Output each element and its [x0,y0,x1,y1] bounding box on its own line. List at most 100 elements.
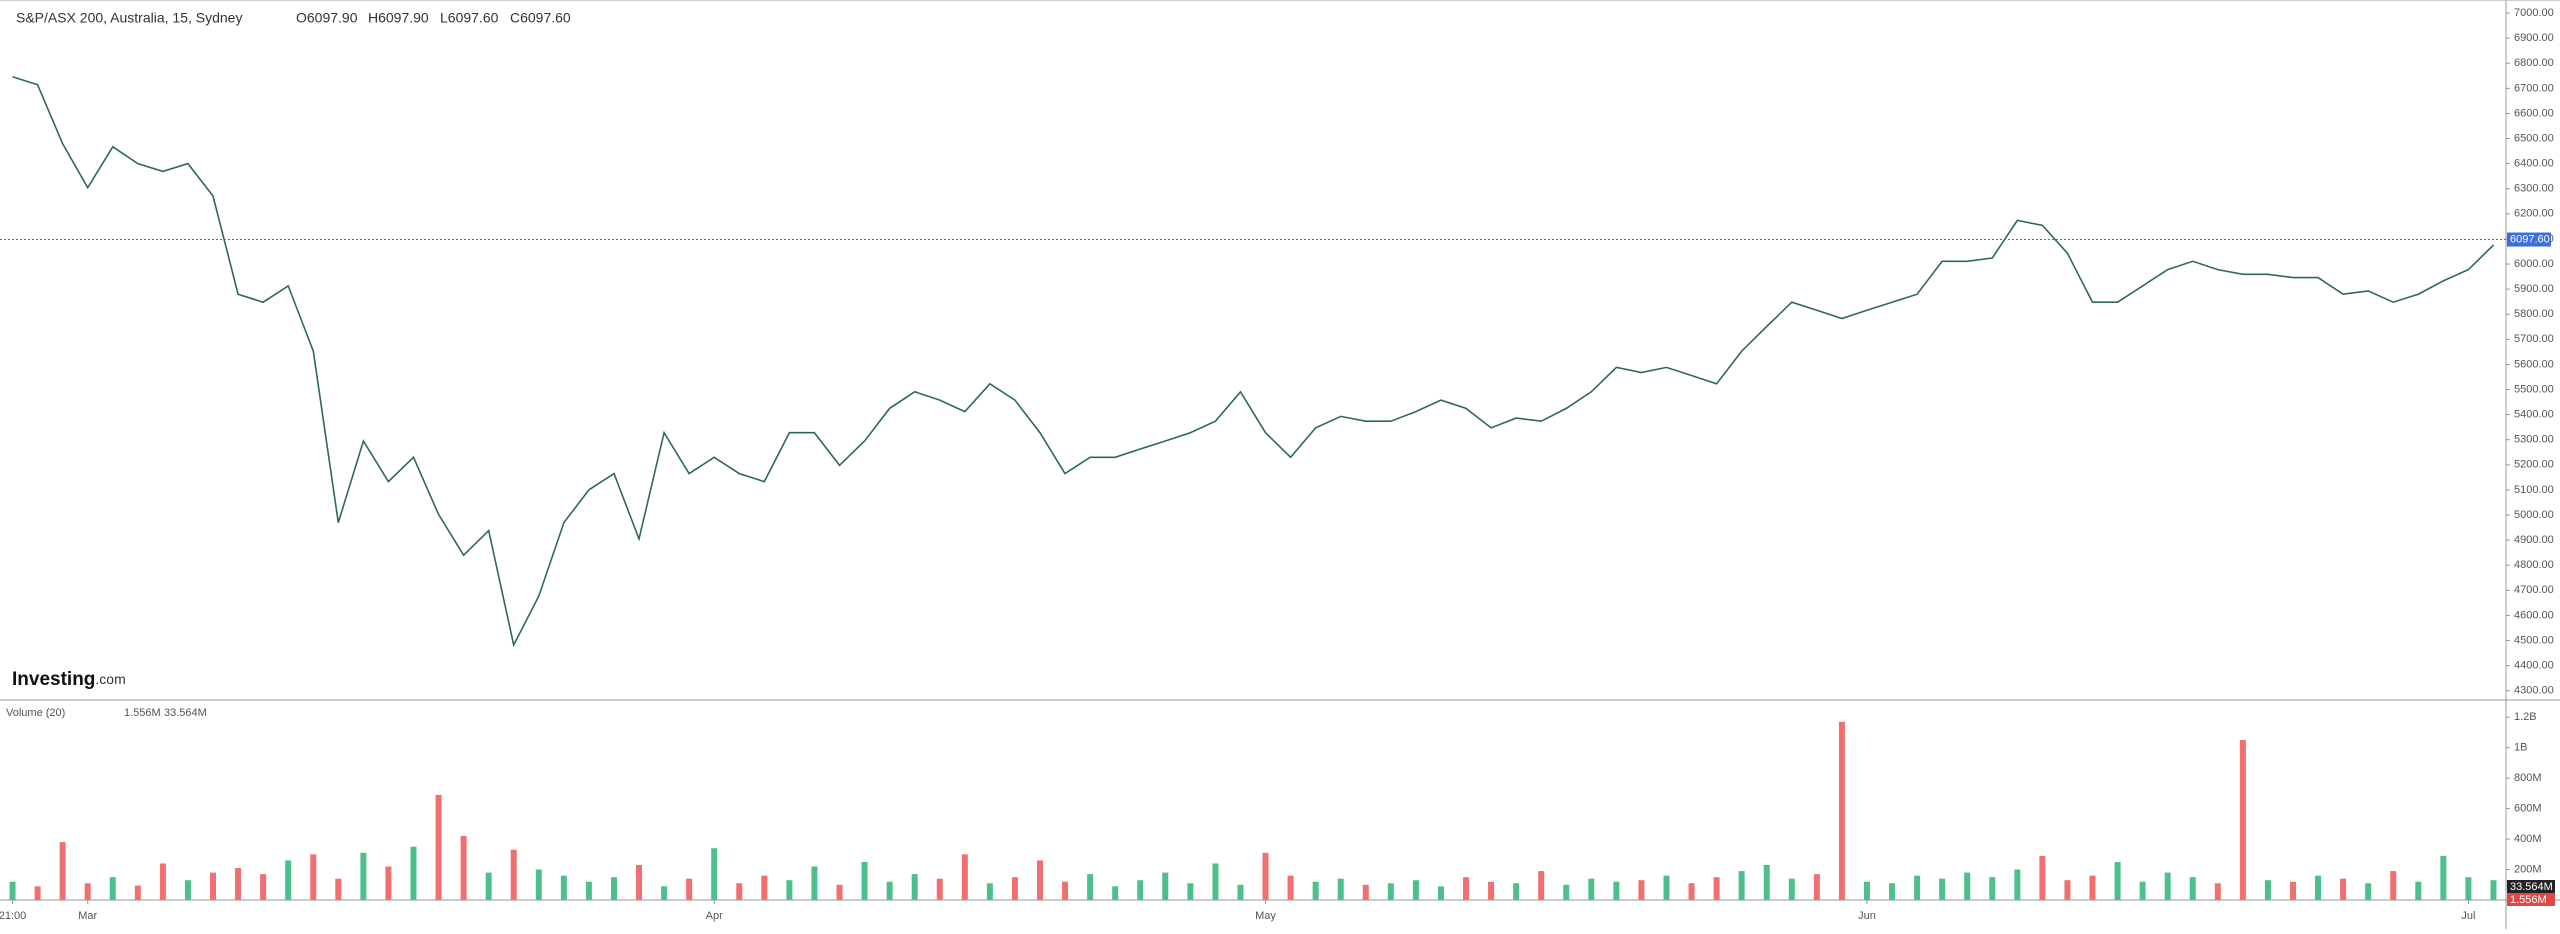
y-tick-label: 6300.00 [2514,183,2554,195]
volume-bar [1914,875,1921,900]
volume-bar [1137,880,1144,900]
volume-bar [811,866,818,900]
volume-bar [686,878,693,900]
volume-bar [2064,880,2071,900]
volume-bar [109,877,116,900]
volume-bar [636,864,643,900]
volume-bar [711,848,718,900]
y-tick-label: 5100.00 [2514,484,2554,496]
volume-bar [260,874,267,900]
volume-bar [1738,871,1745,900]
y-tick-label: 4300.00 [2514,685,2554,697]
volume-bar [1964,872,1971,900]
y-tick-label: 4500.00 [2514,634,2554,646]
volume-bar [1287,875,1294,900]
y-tick-label: 6800.00 [2514,57,2554,69]
volume-bar [2490,880,2497,900]
price-line [12,76,2495,648]
volume-bar [1112,886,1119,900]
ohlc-close: C6097.60 [510,10,571,26]
volume-bar [560,875,567,900]
volume-bar [435,794,442,900]
y-tick-label: 4800.00 [2514,559,2554,571]
volume-bar [1362,884,1369,900]
y-tick-label: 400M [2514,833,2542,845]
volume-bar [911,874,918,900]
y-tick-label: 600M [2514,803,2542,815]
volume-bar [761,875,768,900]
volume-bar [1463,877,1470,900]
volume-bar [385,866,392,900]
volume-bar [836,884,843,900]
volume-average-box [2507,880,2555,893]
volume-bar [1437,886,1444,900]
y-tick-label: 6700.00 [2514,82,2554,94]
y-tick-label: 5000.00 [2514,509,2554,521]
volume-bar [1563,884,1570,900]
volume-bar [2114,861,2121,900]
volume-bar [661,886,668,900]
volume-bar [159,863,166,900]
volume-bar [34,886,41,900]
volume-bar [2089,875,2096,900]
volume-bar [1613,881,1620,900]
volume-bar [1538,871,1545,900]
y-tick-label: 6900.00 [2514,32,2554,44]
volume-bar [1989,877,1996,900]
y-tick-label: 6200.00 [2514,208,2554,220]
logo: Investing.com [12,669,126,690]
volume-bar [1763,864,1770,900]
volume-bar [1513,883,1520,900]
volume-bar [936,878,943,900]
y-tick-label: 4600.00 [2514,609,2554,621]
x-tick-label: Jun [1858,910,1876,922]
x-tick-label: Mar [78,910,97,922]
ohlc-high: H6097.90 [368,10,429,26]
volume-bar [2390,871,2397,900]
volume-bar [2315,875,2322,900]
volume-bar [786,880,793,900]
volume-bar [535,869,542,900]
volume-bar [2214,883,2221,900]
volume-bar [1011,877,1018,900]
volume-bar [335,878,342,900]
volume-bar [1688,883,1695,900]
volume-bar [410,846,417,900]
ohlc-low: L6097.60 [440,10,499,26]
x-tick-label: May [1255,910,1276,922]
volume-bar [184,880,191,900]
x-tick-label: Jul [2461,910,2475,922]
volume-bar [1062,881,1069,900]
volume-bar [610,877,617,900]
y-tick-label: 5200.00 [2514,459,2554,471]
x-tick-label: 21:00 [0,910,26,922]
volume-bar [2465,877,2472,900]
y-tick-label: 4900.00 [2514,534,2554,546]
y-tick-label: 6600.00 [2514,107,2554,119]
volume-bar [1838,721,1845,900]
volume-bar [1488,881,1495,900]
volume-bar [485,872,492,900]
y-tick-label: 5300.00 [2514,434,2554,446]
last-price-box [2507,232,2551,247]
y-tick-label: 4400.00 [2514,660,2554,672]
chart-title: S&P/ASX 200, Australia, 15, Sydney [16,10,242,26]
y-tick-label: 1.2B [2514,711,2537,723]
ohlc-open: O6097.90 [296,10,358,26]
last-price-label: 6097.60 [2510,233,2550,245]
volume-bar [2289,881,2296,900]
volume-bar [285,860,292,900]
volume-bar [1412,880,1419,900]
volume-bar [1237,884,1244,900]
volume-bar [2164,872,2171,900]
volume-bar [2039,855,2046,900]
volume-bar [1337,878,1344,900]
volume-bar [1863,881,1870,900]
y-tick-label: 5400.00 [2514,409,2554,421]
volume-bar [2365,883,2372,900]
volume-bar [2139,881,2146,900]
volume-value-box [2507,893,2555,906]
y-tick-label: 5500.00 [2514,383,2554,395]
volume-bar [510,849,517,900]
